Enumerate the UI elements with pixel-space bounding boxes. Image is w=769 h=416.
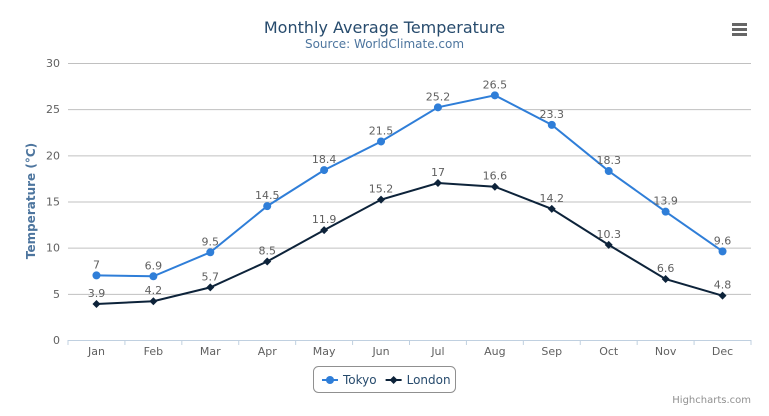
data-label: 7 <box>93 258 100 271</box>
legend-label: London <box>407 373 451 387</box>
x-tick-label: Apr <box>258 345 278 358</box>
data-label: 9.6 <box>714 234 732 247</box>
data-point[interactable] <box>490 182 499 191</box>
y-tick-label: 25 <box>46 103 60 116</box>
data-label: 9.5 <box>202 235 220 248</box>
data-point[interactable] <box>433 179 442 188</box>
data-label: 14.5 <box>255 189 280 202</box>
data-label: 10.3 <box>596 228 621 241</box>
series-tokyo: 7 6.9 9.5 14.5 18.4 21.5 25.2 26.5 23.3 18.3 13.9 9… <box>92 78 732 281</box>
data-point[interactable] <box>604 167 613 176</box>
data-label: 18.3 <box>596 154 621 167</box>
data-label: 4.2 <box>145 284 163 297</box>
x-tick-label: Feb <box>144 345 163 358</box>
data-point[interactable] <box>206 283 215 292</box>
series-london: 3.9 4.2 5.7 8.5 11.9 15.2 17 16.6 14.2 10.3 6.6 4.8 <box>88 166 732 308</box>
series-group: 7 6.9 9.5 14.5 18.4 21.5 25.2 26.5 23.3 18.3 13.9 9… <box>88 78 732 308</box>
data-label: 6.6 <box>657 262 675 275</box>
data-label: 8.5 <box>258 245 276 258</box>
y-axis: 0 5 10 15 20 25 30 <box>46 57 60 347</box>
x-tick-label: Mar <box>200 345 221 358</box>
data-point[interactable] <box>263 257 272 266</box>
series-line <box>96 182 723 305</box>
credits-link[interactable]: Highcharts.com <box>672 395 751 406</box>
data-point[interactable] <box>92 271 101 280</box>
chart-subtitle: Source: WorldClimate.com <box>305 37 464 51</box>
data-label: 5.7 <box>202 270 220 283</box>
data-point[interactable] <box>377 137 386 146</box>
y-tick-label: 15 <box>46 196 60 209</box>
data-point[interactable] <box>320 226 329 235</box>
x-tick-label: Sep <box>541 345 562 358</box>
x-tick-label: May <box>313 345 336 358</box>
data-label: 3.9 <box>88 287 106 300</box>
hamburger-menu-icon[interactable] <box>724 18 752 42</box>
x-tick-label: Oct <box>599 345 619 358</box>
y-tick-label: 10 <box>46 242 60 255</box>
y-tick-label: 30 <box>46 57 60 70</box>
data-point[interactable] <box>718 291 727 300</box>
data-point[interactable] <box>604 240 613 249</box>
x-tick-label: Jun <box>371 345 389 358</box>
legend: Tokyo London <box>313 366 456 393</box>
data-label: 4.8 <box>714 279 732 292</box>
data-label: 15.2 <box>369 183 394 196</box>
y-axis-title: Temperature (°C) <box>24 143 38 259</box>
data-label: 26.5 <box>483 78 508 91</box>
grid-lines <box>68 63 751 295</box>
data-label: 18.4 <box>312 153 337 166</box>
data-label: 11.9 <box>312 213 337 226</box>
data-label: 25.2 <box>426 90 451 103</box>
series-line <box>96 94 724 278</box>
data-point[interactable] <box>149 297 158 306</box>
data-point[interactable] <box>263 202 272 211</box>
x-axis: Jan Feb Mar Apr May Jun Jul Aug Sep Oct Nov Dec <box>67 340 752 358</box>
data-point[interactable] <box>718 247 727 256</box>
legend-item-tokyo[interactable]: Tokyo <box>322 373 377 387</box>
data-label: 13.9 <box>653 195 678 208</box>
data-label: 14.2 <box>540 192 565 205</box>
data-label: 16.6 <box>483 170 508 183</box>
data-point[interactable] <box>149 272 158 281</box>
data-label: 23.3 <box>540 108 565 121</box>
data-point[interactable] <box>92 299 101 308</box>
data-point[interactable] <box>377 195 386 204</box>
y-tick-label: 5 <box>53 288 60 301</box>
legend-label: Tokyo <box>342 373 377 387</box>
data-label: 21.5 <box>369 124 394 137</box>
legend-item-london[interactable]: London <box>385 373 451 387</box>
data-point[interactable] <box>547 120 556 129</box>
data-point[interactable] <box>661 207 670 216</box>
data-point[interactable] <box>661 275 670 284</box>
x-tick-label: Aug <box>484 345 505 358</box>
x-tick-label: Nov <box>655 345 677 358</box>
x-tick-label: Dec <box>712 345 733 358</box>
y-tick-label: 20 <box>46 149 60 162</box>
data-point[interactable] <box>433 103 442 112</box>
x-tick-label: Jan <box>87 345 105 358</box>
data-point[interactable] <box>490 91 499 100</box>
data-label: 6.9 <box>145 259 163 272</box>
data-point[interactable] <box>547 204 556 213</box>
x-tick-label: Jul <box>430 345 444 358</box>
y-tick-label: 0 <box>53 334 60 347</box>
data-point[interactable] <box>206 248 215 257</box>
data-label: 17 <box>431 166 445 179</box>
data-point[interactable] <box>320 166 329 175</box>
chart-title: Monthly Average Temperature <box>264 18 505 37</box>
